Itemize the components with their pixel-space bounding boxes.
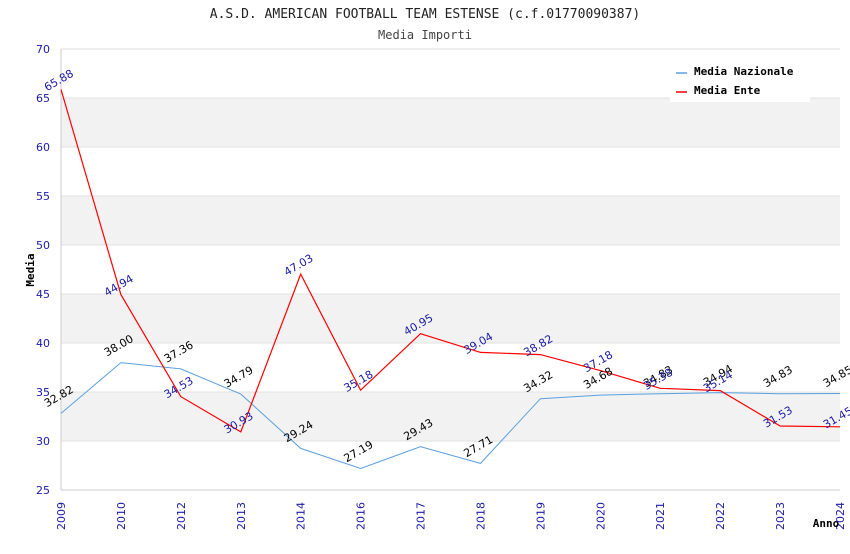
x-tick-label-2021: 2021 xyxy=(654,502,667,530)
data-label-media-ente-2009: 65.88 xyxy=(42,67,76,94)
legend-background xyxy=(670,58,810,102)
legend-label-media-nazionale: Media Nazionale xyxy=(694,65,794,78)
data-label-media-nazionale-2024: 34.85 xyxy=(821,363,850,390)
y-tick-label-45: 45 xyxy=(36,288,50,301)
x-tick-label-2022: 2022 xyxy=(714,502,727,530)
data-label-media-ente-2014: 47.03 xyxy=(282,252,316,279)
x-tick-label-2009: 2009 xyxy=(55,502,68,530)
data-label-media-nazionale-2013: 34.79 xyxy=(222,364,256,391)
chart-title: A.S.D. AMERICAN FOOTBALL TEAM ESTENSE (c… xyxy=(210,7,640,22)
x-tick-label-2024: 2024 xyxy=(834,502,847,530)
band-50-55 xyxy=(61,196,840,245)
series-line-media-nazionale xyxy=(60,362,841,470)
y-tick-label-40: 40 xyxy=(36,337,50,350)
band-40-45 xyxy=(61,294,840,343)
x-tick-label-2023: 2023 xyxy=(774,502,787,530)
data-label-media-nazionale-2023: 34.83 xyxy=(761,363,795,390)
band-30-35 xyxy=(61,392,840,441)
x-tick-label-2016: 2016 xyxy=(355,502,368,530)
chart-subtitle: Media Importi xyxy=(378,28,472,42)
x-tick-labels: 2009 2010 2012 2013 2014 2016 2017 2018 2019 2020… xyxy=(55,502,847,530)
y-axis-label: Media xyxy=(24,253,37,286)
x-axis-label: Anno xyxy=(813,517,840,530)
background-bands xyxy=(61,98,840,441)
data-label-media-nazionale-2016: 27.19 xyxy=(342,438,376,465)
x-tick-label-2013: 2013 xyxy=(235,502,248,530)
y-tick-label-60: 60 xyxy=(36,141,50,154)
x-tick-label-2020: 2020 xyxy=(594,502,607,530)
x-tick-label-2019: 2019 xyxy=(534,502,547,530)
legend: Media Nazionale Media Ente xyxy=(670,58,810,102)
y-tick-label-25: 25 xyxy=(36,484,50,497)
legend-label-media-ente: Media Ente xyxy=(694,84,761,97)
x-tick-label-2012: 2012 xyxy=(175,502,188,530)
band-60-65 xyxy=(61,98,840,147)
x-tick-label-2010: 2010 xyxy=(115,502,128,530)
y-tick-label-30: 30 xyxy=(36,435,50,448)
y-tick-labels: 25 30 35 40 45 50 55 60 65 70 xyxy=(36,43,50,497)
y-tick-label-50: 50 xyxy=(36,239,50,252)
data-label-media-nazionale-2019: 34.32 xyxy=(521,368,555,395)
x-tick-label-2018: 2018 xyxy=(474,502,487,530)
data-label-media-ente-2016: 35.18 xyxy=(342,368,376,395)
series-lines xyxy=(60,89,841,470)
y-tick-label-35: 35 xyxy=(36,386,50,399)
x-tick-label-2014: 2014 xyxy=(295,502,308,530)
y-tick-label-65: 65 xyxy=(36,92,50,105)
series-line-media-ente xyxy=(60,89,841,433)
y-tick-label-55: 55 xyxy=(36,190,50,203)
y-tick-label-70: 70 xyxy=(36,43,50,56)
axes xyxy=(60,49,840,491)
x-tick-label-2017: 2017 xyxy=(415,502,428,530)
